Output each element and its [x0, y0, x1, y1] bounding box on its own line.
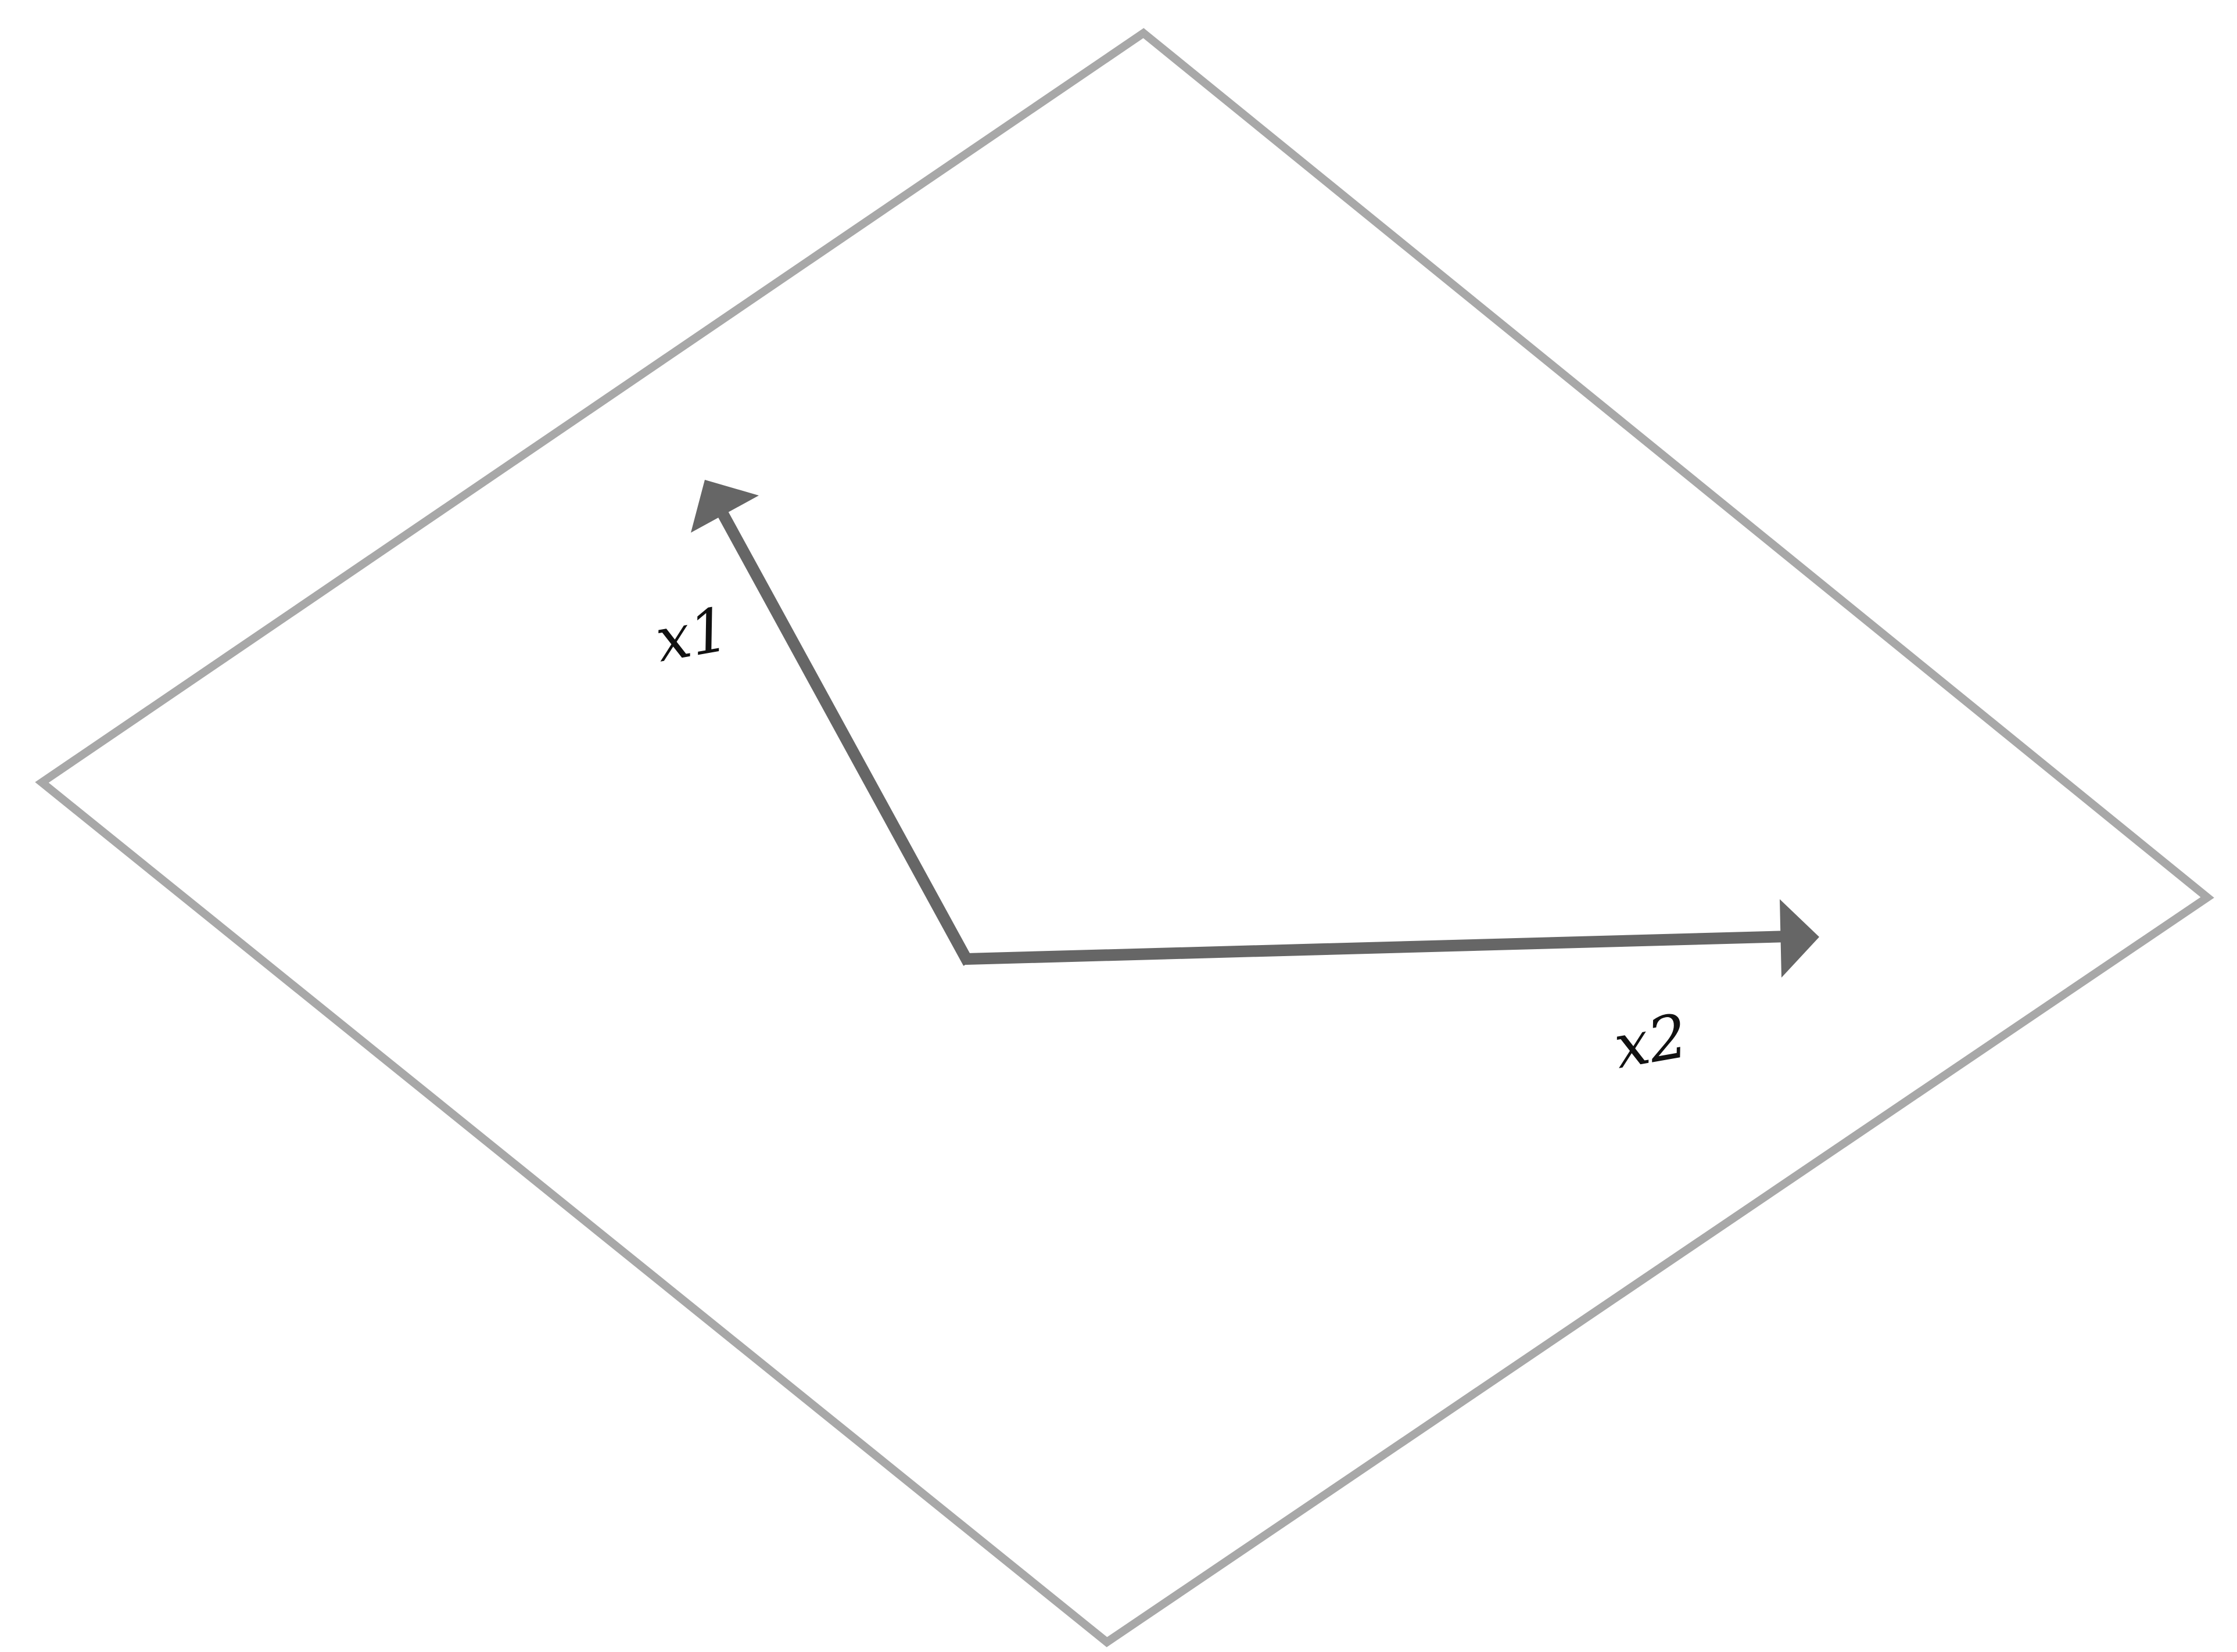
vector-x2-shaft — [965, 931, 1790, 965]
vector-x2-arrowhead — [1780, 899, 1819, 978]
vector-x1-shaft — [716, 508, 974, 966]
vector-x2-label: x2 — [1609, 1000, 1693, 1083]
plane-outline — [35, 28, 2214, 1647]
vector-x1-label: x1 — [650, 594, 734, 676]
vector-x1-arrowhead — [691, 480, 759, 533]
